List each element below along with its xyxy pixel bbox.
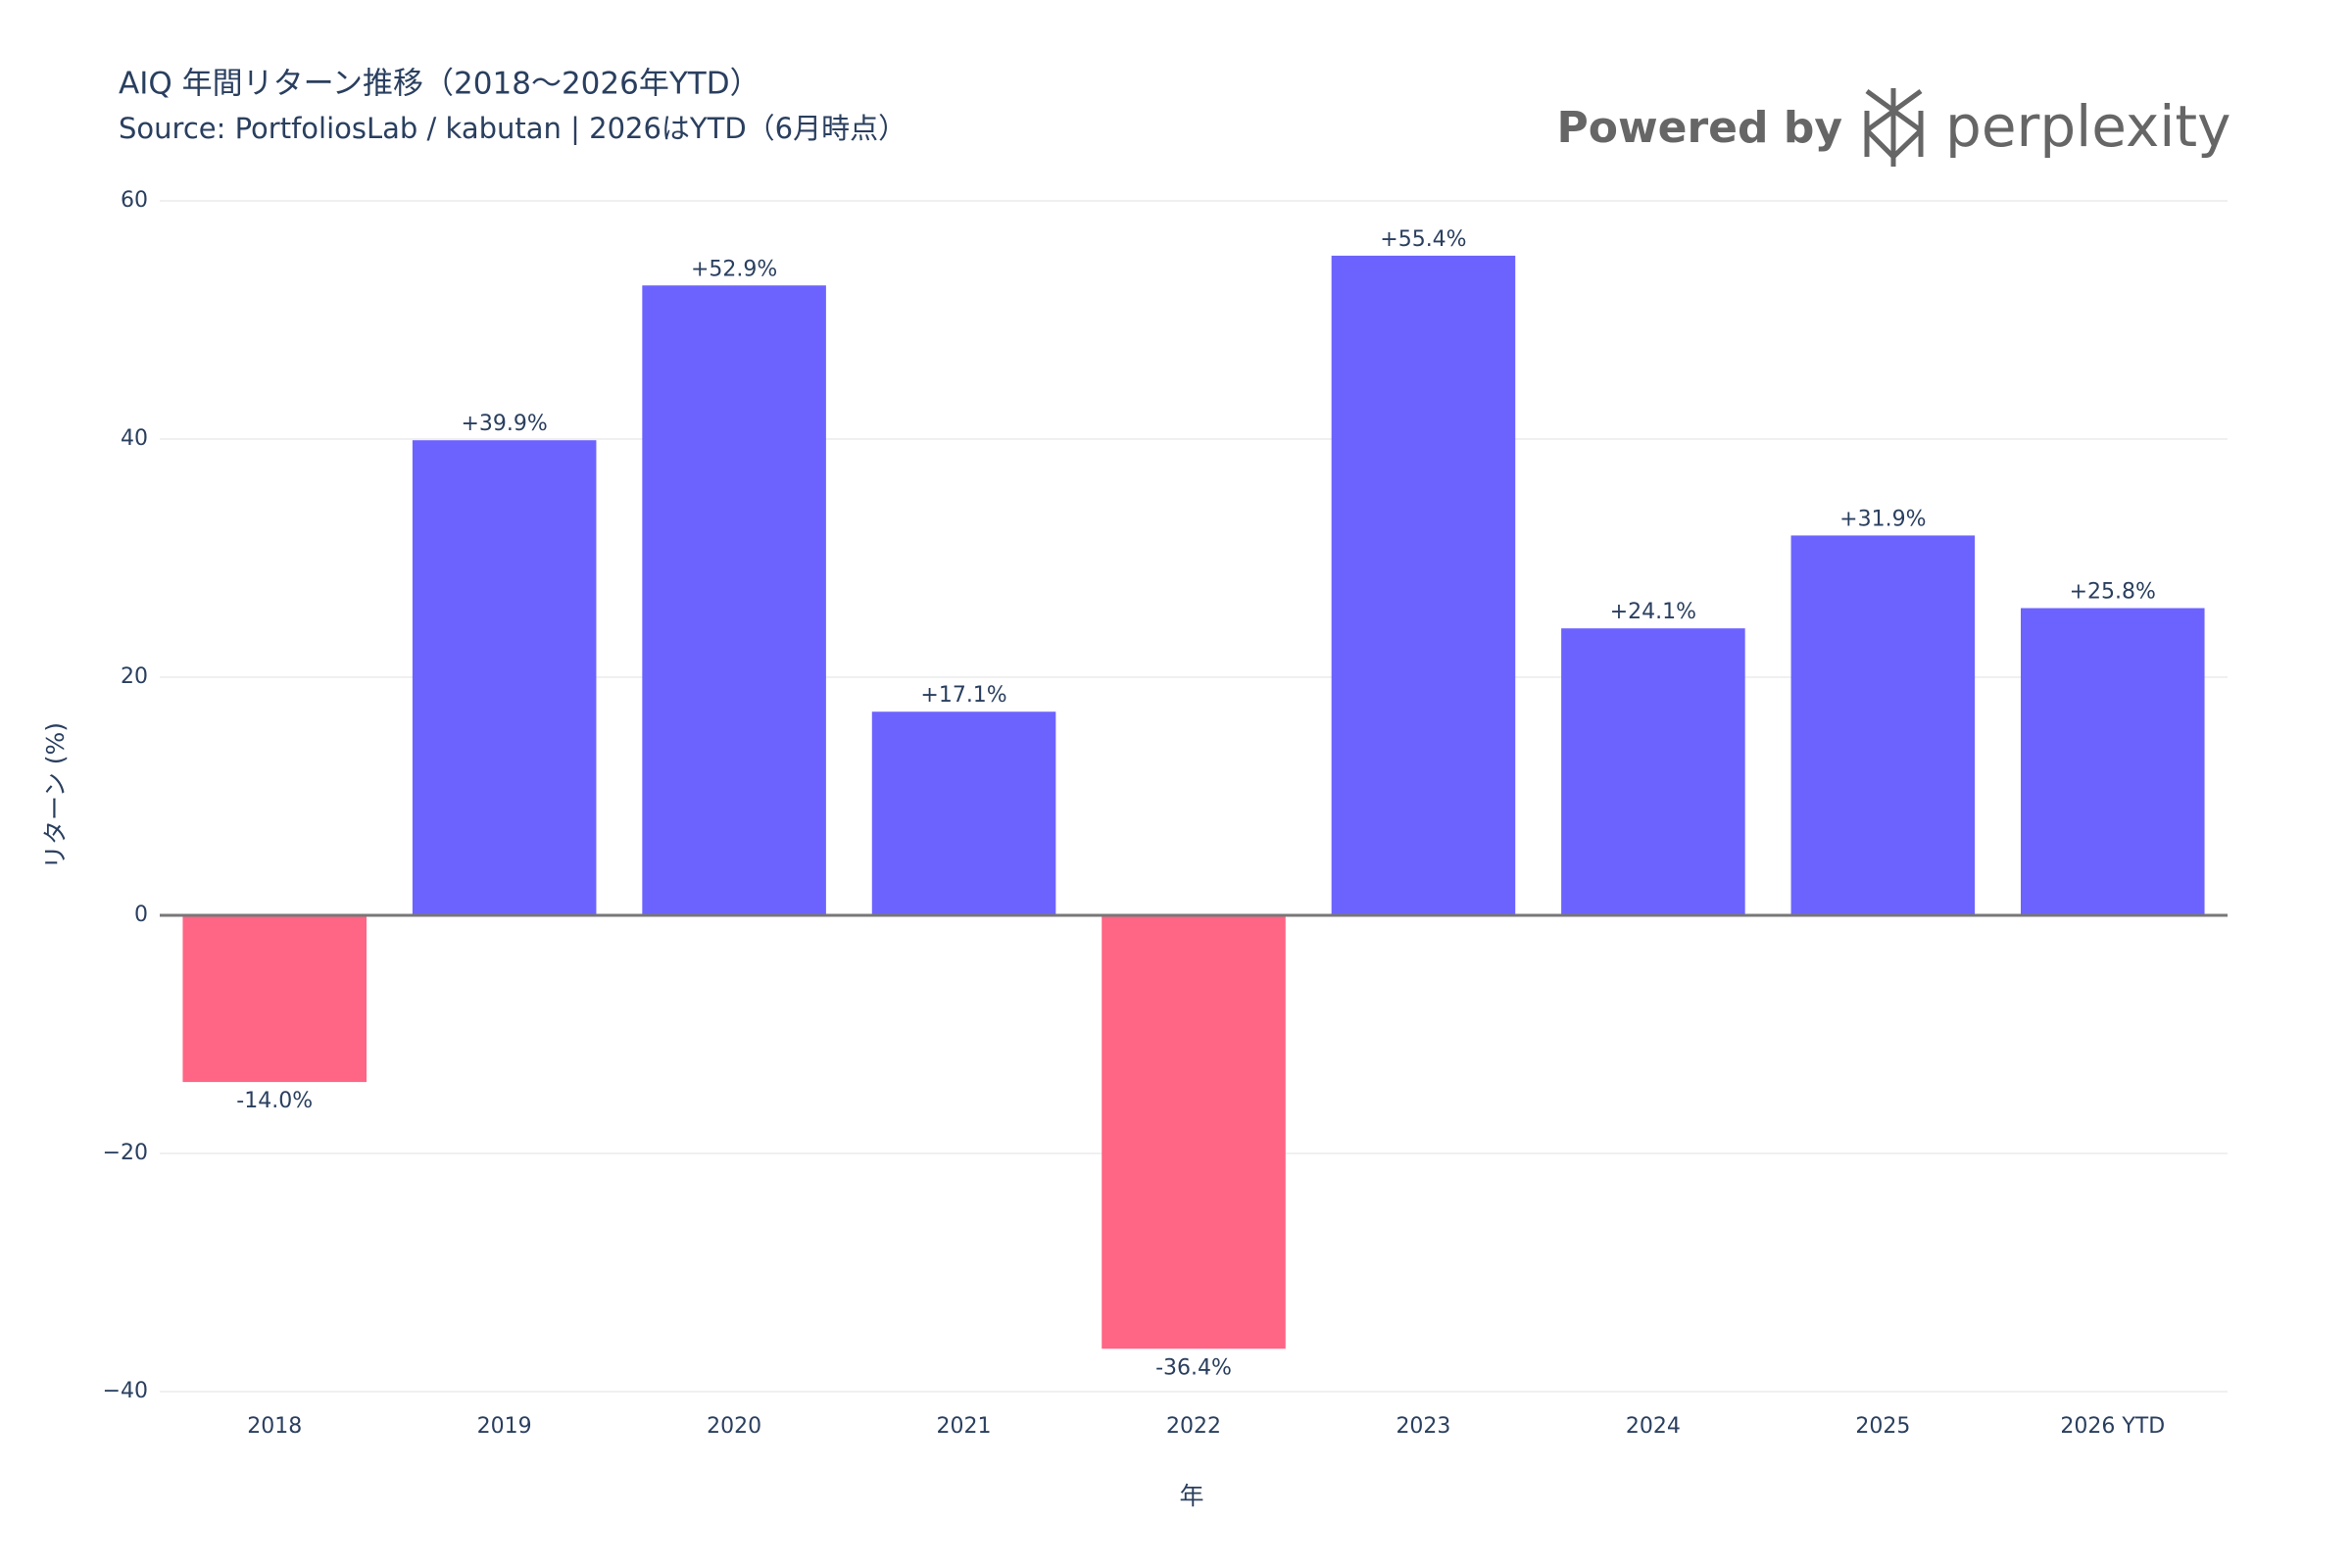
- x-tick-label: 2021: [937, 1414, 992, 1439]
- x-tick-label: 2019: [477, 1414, 532, 1439]
- bar: [412, 440, 597, 915]
- y-tick-label: 60: [121, 188, 148, 213]
- value-label: +17.1%: [920, 683, 1006, 708]
- x-tick-label: 2018: [247, 1414, 302, 1439]
- x-tick-label: 2022: [1166, 1414, 1221, 1439]
- bar: [642, 285, 826, 915]
- chart-subtitle: Source: PortfoliosLab / kabutan | 2026はY…: [119, 112, 906, 145]
- value-label: +25.8%: [2070, 580, 2156, 605]
- y-tick-label: 40: [121, 426, 148, 451]
- y-tick-label: −40: [103, 1379, 148, 1403]
- y-tick-label: 20: [121, 664, 148, 689]
- value-label: +24.1%: [1610, 600, 1696, 624]
- x-tick-label: 2025: [1855, 1414, 1910, 1439]
- logo-text: Powered by: [1557, 103, 1843, 153]
- x-tick-label: 2024: [1626, 1414, 1681, 1439]
- value-label: -14.0%: [236, 1089, 313, 1113]
- value-label: +55.4%: [1380, 227, 1466, 252]
- value-label: +39.9%: [462, 412, 548, 436]
- bar: [871, 711, 1056, 915]
- bar: [1331, 255, 1516, 915]
- value-label: +52.9%: [691, 257, 777, 281]
- logo-icon: [1864, 88, 1924, 167]
- chart-title: AIQ 年間リターン推移（2018〜2026年YTD）: [119, 67, 760, 102]
- value-label: +31.9%: [1839, 507, 1926, 531]
- logo-brand: perplexity: [1945, 93, 2230, 160]
- x-tick-label: 2020: [707, 1414, 761, 1439]
- bar: [182, 915, 367, 1083]
- x-tick-label: 2023: [1396, 1414, 1450, 1439]
- bar: [1561, 628, 1745, 915]
- x-axis-title: 年: [1179, 1482, 1203, 1510]
- y-axis-title: リターン (%): [41, 722, 70, 869]
- bar: [1102, 915, 1286, 1349]
- x-tick-label: 2026 YTD: [2060, 1414, 2165, 1439]
- y-tick-label: −20: [103, 1141, 148, 1165]
- bar: [2021, 608, 2205, 915]
- value-label: -36.4%: [1155, 1355, 1232, 1380]
- y-tick-label: 0: [134, 903, 148, 927]
- bar: [1790, 535, 1976, 915]
